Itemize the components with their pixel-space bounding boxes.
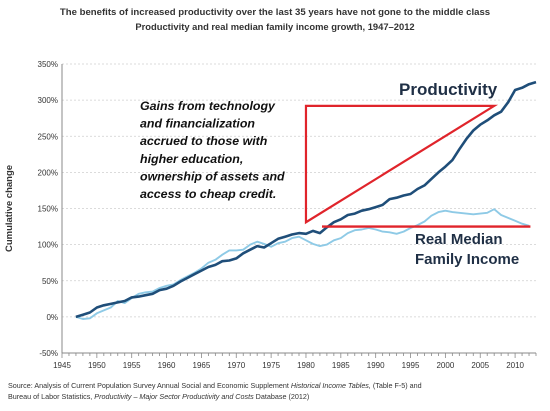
source-line2-italic: Productivity – Major Sector Productivity… [94,392,254,401]
gridlines [62,63,536,354]
note-line: and financialization [140,117,255,131]
source-line1-suffix: (Table F-5) and [370,381,422,390]
x-tick-label: 1975 [262,361,280,370]
y-tick-label: 150% [38,205,58,214]
series-lines [75,80,537,320]
x-tick-label: 1945 [53,361,71,370]
note-line: access to cheap credit. [140,187,276,201]
y-tick-label: 350% [38,60,58,69]
x-tick-label: 2010 [506,361,524,370]
x-tick-label: 2005 [471,361,489,370]
gap-triangle [304,104,499,225]
income-label-line1: Real Median [415,231,503,248]
x-tick-label: 2000 [436,361,454,370]
x-tick-label: 1960 [158,361,176,370]
source-line1-prefix: Source: Analysis of Current Population S… [8,381,291,390]
y-tick-label: 50% [42,277,58,286]
income-label-line2: Family Income [415,251,519,268]
axes: -50% 0% 50% 100% 150% 200% 250% 300% 350% 1945 195… [4,60,537,370]
source-line1-italic: Historical Income Tables, [290,381,371,390]
x-tick-label: 1985 [332,361,350,370]
chart-title: The benefits of increased productivity o… [59,7,491,18]
y-tick-label: 0% [46,313,58,322]
note-line: accrued to those with [140,134,268,148]
productivity-label: Productivity [399,80,498,99]
x-tick-label: 1990 [367,361,385,370]
y-tick-label: 100% [38,241,58,250]
x-tick-label: 1965 [193,361,211,370]
x-tick-label: 1950 [88,361,106,370]
y-tick-label: 300% [38,96,58,105]
note-line: higher education, [140,152,243,166]
source-note: Source: Analysis of Current Population S… [8,380,548,402]
x-tick-label: 1970 [227,361,245,370]
note-line: ownership of assets and [140,169,285,183]
x-tick-label: 1955 [123,361,141,370]
x-tick-label: 1980 [297,361,315,370]
income-line [75,208,530,320]
note-line: Gains from technology [140,99,276,113]
source-line2-prefix: Bureau of Labor Statistics, [8,392,95,401]
chart-subtitle: Productivity and real median family inco… [135,21,415,32]
source-line2-suffix: Database (2012) [253,392,310,401]
y-axis-title: Cumulative change [4,165,15,252]
x-tick-label: 1995 [402,361,420,370]
annotations: Productivity Real Median Family Income Gain… [140,80,531,268]
productivity-line [75,80,537,319]
y-tick-label: 200% [38,168,58,177]
y-tick-label: -50% [39,349,58,358]
y-tick-label: 250% [38,132,58,141]
